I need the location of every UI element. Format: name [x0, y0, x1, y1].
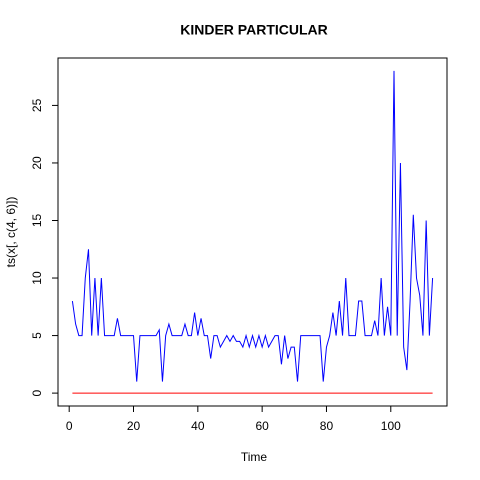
y-tick-label: 15 [30, 213, 44, 227]
x-tick-label: 20 [127, 419, 141, 433]
y-axis-label: ts(x[, c(4, 6)]) [4, 197, 18, 268]
y-tick-label: 25 [30, 98, 44, 112]
x-tick-label: 40 [191, 419, 205, 433]
chart-title: KINDER PARTICULAR [180, 22, 328, 38]
x-tick-label: 100 [381, 419, 401, 433]
plot-box [57, 57, 448, 407]
x-tick-label: 60 [255, 419, 269, 433]
x-tick-label: 0 [66, 419, 73, 433]
x-axis-label: Time [241, 450, 268, 464]
x-tick-label: 80 [320, 419, 334, 433]
y-tick-label: 5 [30, 332, 44, 339]
line-series [71, 70, 434, 382]
y-tick-label: 20 [30, 156, 44, 170]
y-tick-label: 10 [30, 271, 44, 285]
y-tick-label: 0 [30, 389, 44, 396]
